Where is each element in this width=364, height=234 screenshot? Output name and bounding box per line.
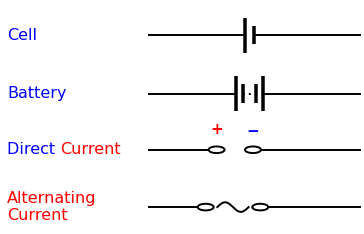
Ellipse shape [198, 204, 214, 210]
Text: +: + [210, 122, 223, 137]
Text: Battery: Battery [7, 86, 67, 101]
Text: Cell: Cell [7, 28, 37, 43]
Text: −: − [246, 124, 260, 139]
Ellipse shape [209, 146, 225, 153]
Text: Current: Current [60, 142, 121, 157]
Text: Direct: Direct [7, 142, 60, 157]
Ellipse shape [252, 204, 268, 210]
Ellipse shape [245, 146, 261, 153]
Text: Alternating
Current: Alternating Current [7, 191, 97, 223]
